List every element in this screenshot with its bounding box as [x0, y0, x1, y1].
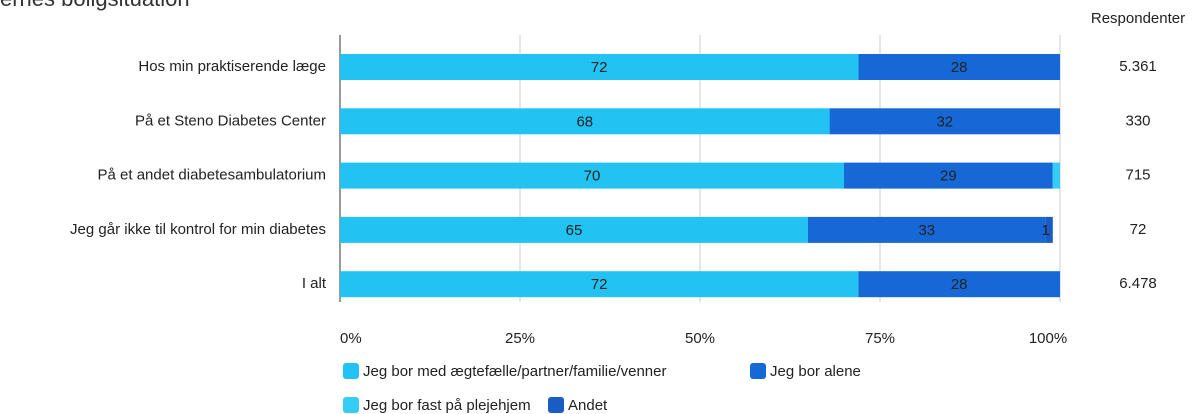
- bar-segment: [858, 271, 1060, 298]
- x-tick-label: 75%: [865, 330, 895, 347]
- data-label: 68: [576, 113, 593, 130]
- bar-segment: [340, 216, 808, 243]
- bar-segment: [1045, 216, 1053, 243]
- y-tick-label: Hos min praktiserende læge: [138, 58, 326, 75]
- bar-segment: [808, 216, 1046, 243]
- respondents-value: 330: [1125, 112, 1150, 129]
- data-label: 1: [1041, 222, 1049, 239]
- x-tick-label: 100%: [1029, 330, 1067, 347]
- respondents-value: 72: [1130, 221, 1147, 238]
- legend-label: Jeg bor med ægtefælle/partner/familie/ve…: [363, 363, 667, 380]
- bar-segment: [340, 108, 830, 135]
- bar-segment: [858, 54, 1060, 80]
- data-label: 28: [951, 59, 968, 76]
- data-label: 70: [584, 168, 601, 185]
- data-label: 32: [936, 113, 953, 130]
- legend-swatch: [343, 363, 359, 379]
- respondents-header: Respondenter: [1091, 10, 1185, 27]
- x-tick-label: 50%: [685, 330, 715, 347]
- bar-segment: [340, 271, 859, 298]
- bar-segment: [844, 162, 1053, 189]
- legend-label: Jeg bor alene: [770, 363, 861, 380]
- bar-segment: [340, 54, 859, 80]
- y-tick-label: På et Steno Diabetes Center: [135, 112, 326, 129]
- data-label: 28: [951, 276, 968, 293]
- respondents-value: 6.478: [1119, 275, 1157, 292]
- x-tick-label: 0%: [340, 330, 362, 347]
- respondents-value: 715: [1125, 167, 1150, 184]
- data-label: 65: [566, 222, 583, 239]
- data-label: 29: [940, 168, 957, 185]
- legend-swatch: [548, 397, 564, 413]
- legend-swatch: [343, 397, 359, 413]
- y-tick-label: På et andet diabetesambulatorium: [98, 167, 326, 184]
- legend-label: Andet: [568, 397, 608, 414]
- legend-swatch: [750, 363, 766, 379]
- data-label: 72: [591, 59, 608, 76]
- data-label: 33: [918, 222, 935, 239]
- bar-segment: [1052, 162, 1060, 189]
- y-tick-label: I alt: [302, 275, 327, 292]
- respondents-value: 5.361: [1119, 58, 1157, 75]
- y-tick-label: Jeg går ikke til kontrol for min diabete…: [70, 221, 326, 238]
- bar-segment: [829, 108, 1060, 135]
- legend-label: Jeg bor fast på plejehjem: [363, 397, 531, 414]
- x-tick-label: 25%: [505, 330, 535, 347]
- chart-title: ernes boligsituation: [0, 0, 190, 11]
- data-label: 72: [591, 276, 608, 293]
- bar-segment: [340, 162, 844, 189]
